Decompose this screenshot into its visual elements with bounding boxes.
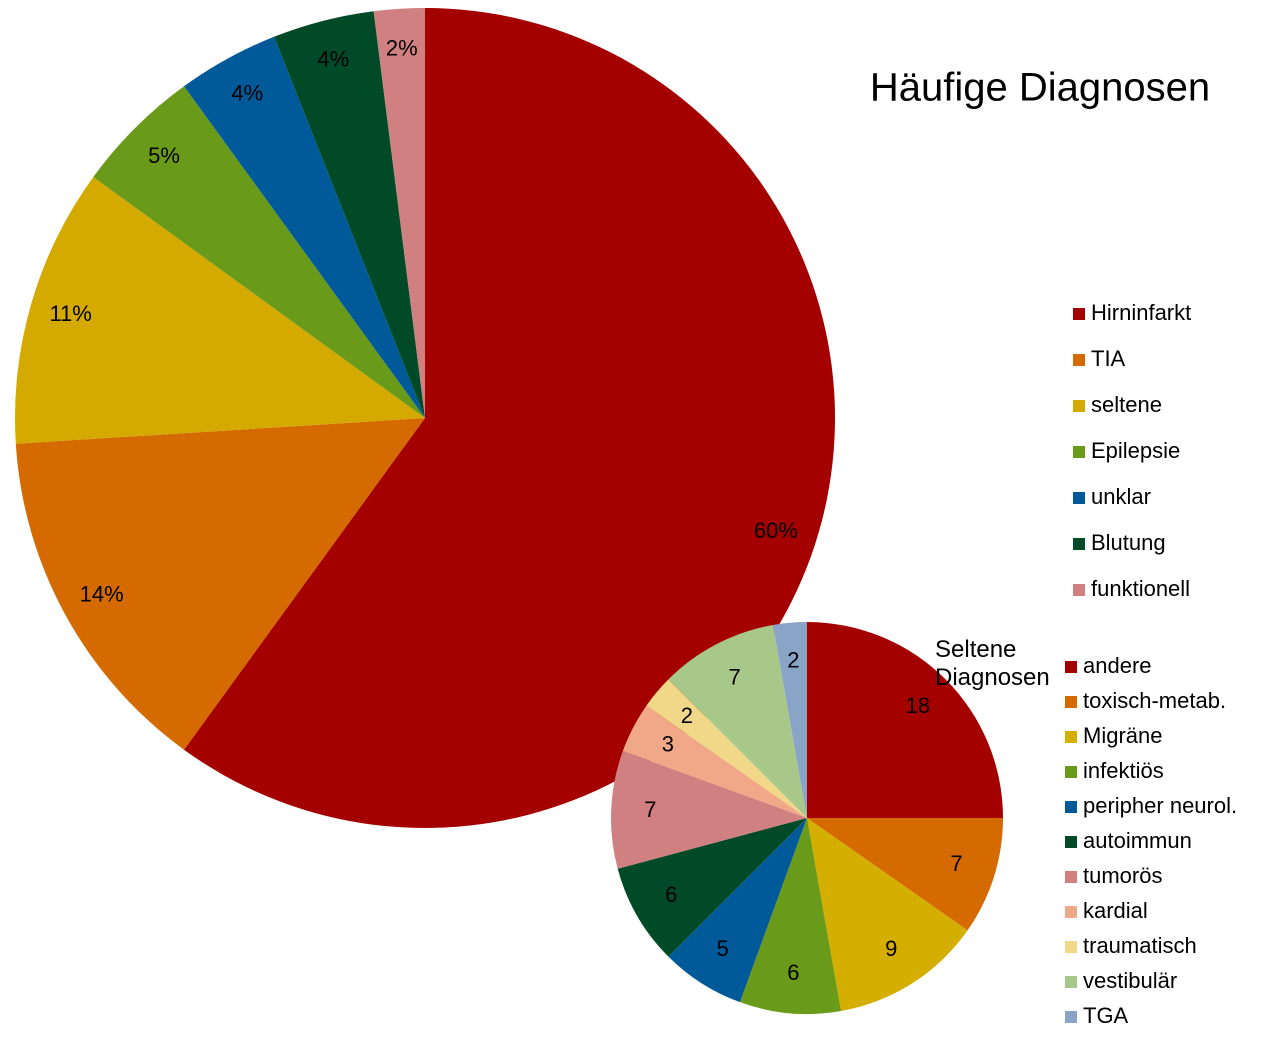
pie-slice	[807, 818, 1003, 931]
data-label: 2%	[386, 36, 418, 61]
legend-label: vestibulär	[1083, 968, 1177, 993]
legend-swatch	[1073, 400, 1085, 412]
data-label: 3	[662, 731, 674, 756]
pie-slice	[373, 8, 425, 418]
legend-label: TGA	[1083, 1003, 1129, 1028]
legend-swatch	[1065, 801, 1077, 813]
pie-slice	[274, 11, 425, 419]
pie-slice	[772, 622, 807, 818]
legend-label: unklar	[1091, 484, 1151, 509]
chart-title: Seltene Diagnosen	[935, 636, 1050, 691]
pie-slice	[807, 818, 968, 1012]
legend-swatch	[1073, 492, 1085, 504]
legend-swatch	[1073, 446, 1085, 458]
legend-label: seltene	[1091, 392, 1162, 417]
data-label: 6	[665, 882, 677, 907]
legend-swatch	[1065, 696, 1077, 708]
data-label: 5	[717, 936, 729, 961]
legend-label: traumatisch	[1083, 933, 1197, 958]
legend-label: Hirninfarkt	[1091, 300, 1191, 325]
legend-label: infektiös	[1083, 758, 1164, 783]
chart-title: Häufige Diagnosen	[870, 66, 1210, 110]
pie-slice	[807, 622, 1003, 818]
legend-swatch	[1073, 538, 1085, 550]
data-label: 5%	[148, 143, 180, 168]
legend-label: Migräne	[1083, 723, 1162, 748]
legend-label: andere	[1083, 653, 1152, 678]
legend-swatch	[1073, 584, 1085, 596]
legend-swatch	[1065, 976, 1077, 988]
pie-slice	[668, 624, 807, 818]
data-label: 18	[906, 693, 930, 718]
data-label: 14%	[80, 582, 124, 607]
pie-slice	[668, 818, 807, 1003]
pie-slice	[184, 8, 836, 829]
pie-slice	[93, 86, 425, 418]
legend-label: funktionell	[1091, 576, 1190, 601]
legend-label: tumorös	[1083, 863, 1162, 888]
legend-label: Epilepsie	[1091, 438, 1180, 463]
legend-swatch	[1065, 836, 1077, 848]
pie-slice	[611, 750, 807, 869]
data-label: 7	[950, 851, 962, 876]
legend-label: kardial	[1083, 898, 1148, 923]
pie-slice	[184, 36, 425, 419]
legend-label: TIA	[1091, 346, 1126, 371]
legend-label: toxisch-metab.	[1083, 688, 1226, 713]
legend-swatch	[1065, 766, 1077, 778]
data-label: 9	[885, 936, 897, 961]
pie-slice	[15, 177, 426, 444]
legend-label: autoimmun	[1083, 828, 1192, 853]
legend-swatch	[1065, 906, 1077, 918]
data-label: 2	[787, 648, 799, 673]
pie-slice	[646, 679, 807, 818]
data-label: 2	[681, 703, 693, 728]
legend-swatch	[1073, 354, 1085, 366]
data-label: 4%	[231, 80, 263, 105]
data-label: 11%	[49, 301, 91, 326]
data-label: 7	[644, 797, 656, 822]
legend-swatch	[1065, 871, 1077, 883]
pie-slice	[15, 418, 425, 750]
pie-slice	[739, 818, 842, 1015]
legend-label: peripher neurol.	[1083, 793, 1237, 818]
pie-slice	[622, 705, 807, 818]
legend-label: Blutung	[1091, 530, 1166, 555]
data-label: 6	[787, 960, 799, 985]
legend-swatch	[1065, 941, 1077, 953]
legend-swatch	[1065, 661, 1077, 673]
legend-swatch	[1065, 731, 1077, 743]
data-label: 7	[728, 665, 740, 690]
data-label: 4%	[317, 46, 349, 71]
data-label: 60%	[754, 518, 798, 543]
pie-slice	[617, 818, 807, 957]
legend-swatch	[1073, 308, 1085, 320]
legend-swatch	[1065, 1011, 1077, 1023]
